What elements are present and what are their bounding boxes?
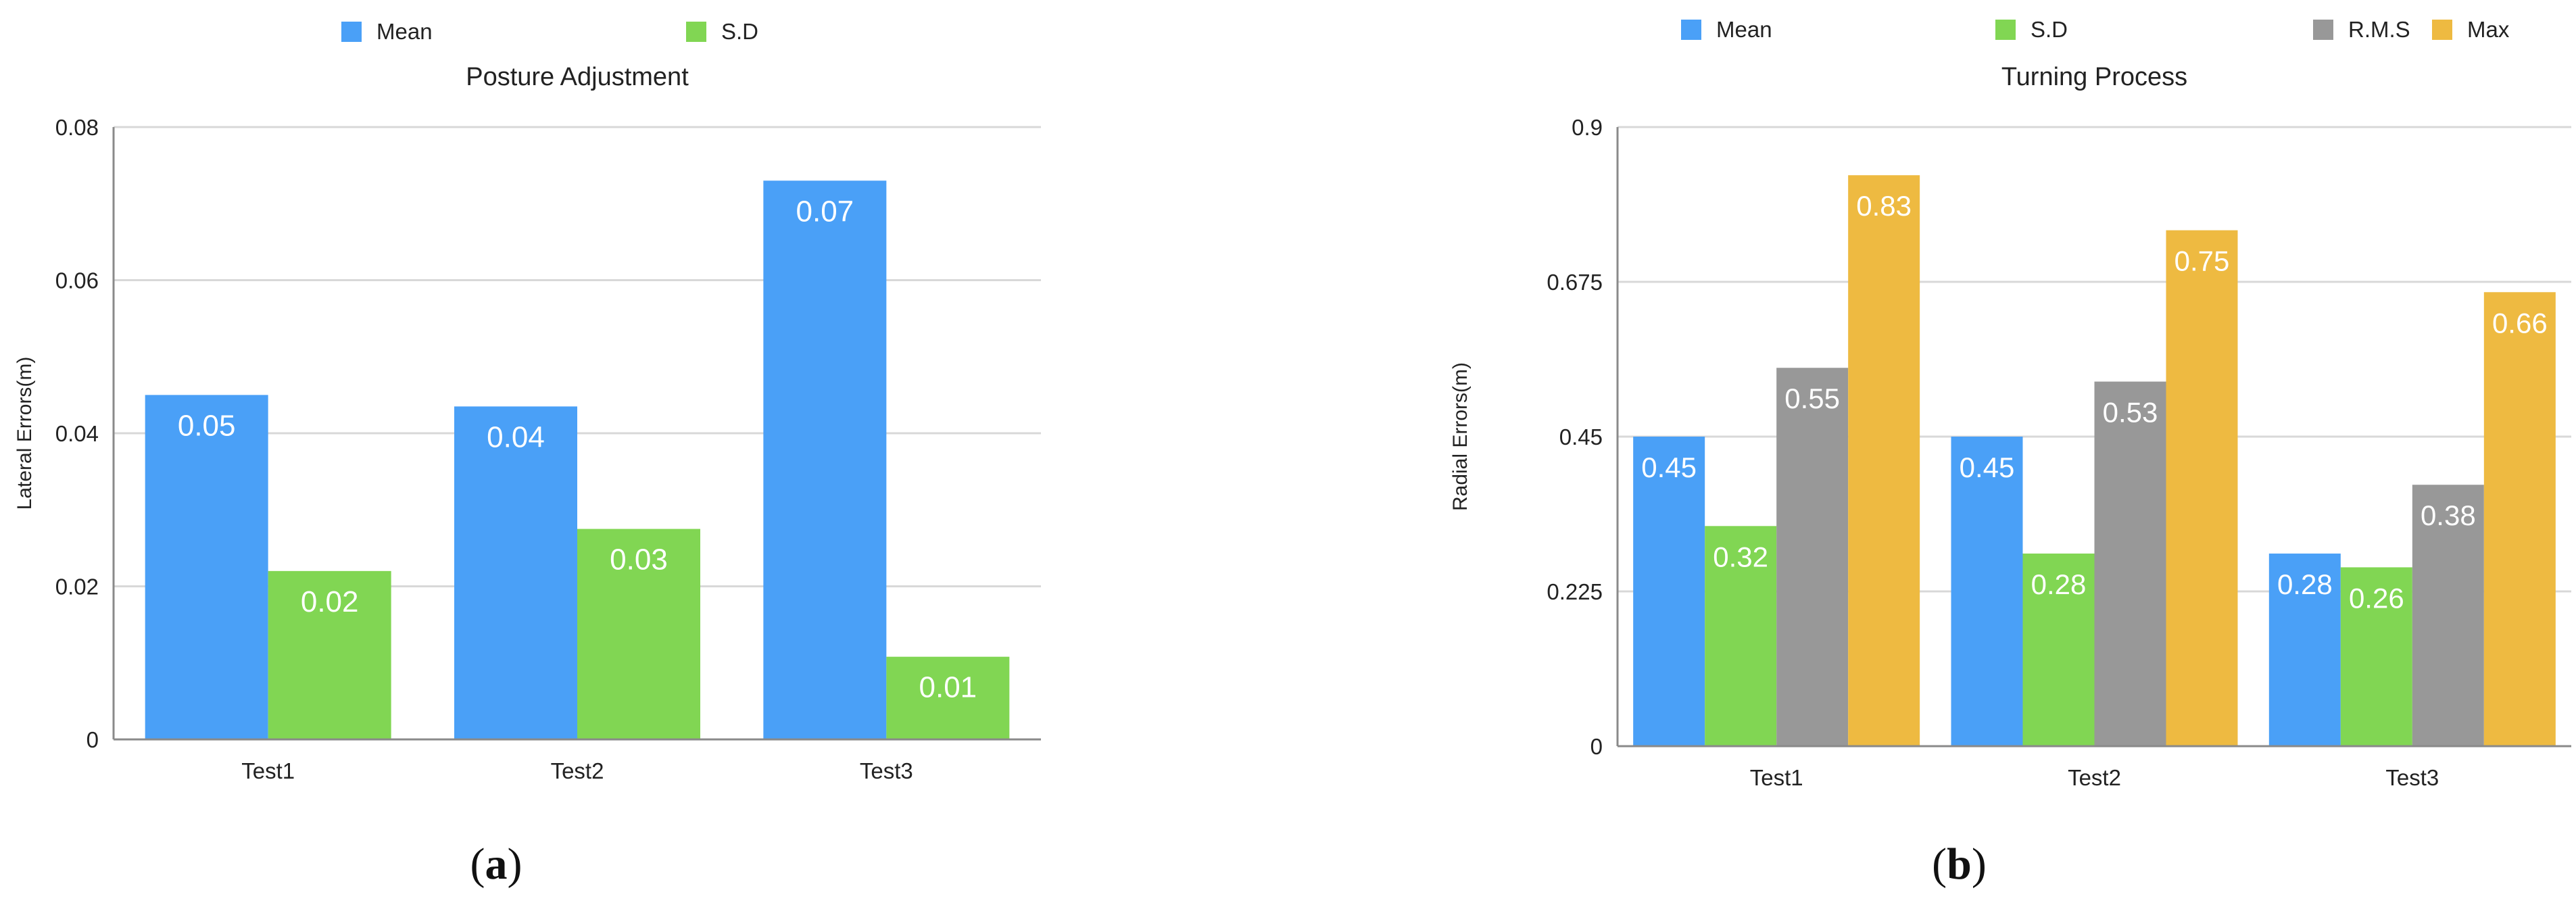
y-tick-label: 0 bbox=[87, 727, 99, 752]
chart-title: Posture Adjustment bbox=[466, 63, 689, 91]
bar-mean-test2 bbox=[1951, 437, 2023, 746]
y-tick-label: 0.04 bbox=[55, 421, 99, 446]
bar-sd-test1 bbox=[268, 570, 391, 739]
bar-value-label: 0.55 bbox=[1784, 383, 1840, 414]
bar-mean-test3 bbox=[2268, 554, 2341, 746]
bar-value-label: 0.75 bbox=[2174, 245, 2230, 277]
y-tick-label: 0.225 bbox=[1547, 579, 1603, 604]
bar-value-label: 0.28 bbox=[2277, 568, 2333, 600]
axes bbox=[1616, 127, 2571, 748]
panel-label: (a) bbox=[470, 839, 523, 889]
bar-rms-test1 bbox=[1776, 368, 1849, 746]
bar-value-label: 0.03 bbox=[610, 543, 668, 577]
bar-value-label: 0.26 bbox=[2349, 582, 2404, 614]
legend-swatch-sd bbox=[686, 22, 706, 42]
bar-value-label: 0.45 bbox=[1960, 451, 2015, 483]
y-tick-labels: 0 0.225 0.45 0.675 0.9 bbox=[1547, 115, 1603, 759]
x-tick-label: Test3 bbox=[2385, 765, 2439, 790]
legend-swatch-mean bbox=[341, 22, 362, 42]
axes bbox=[112, 127, 1041, 741]
x-tick-label: Test2 bbox=[2068, 765, 2121, 790]
bar-mean-test3 bbox=[763, 180, 887, 739]
y-tick-label: 0 bbox=[1590, 734, 1603, 759]
bar-max-test3 bbox=[2483, 292, 2556, 746]
bar-value-label: 0.45 bbox=[1641, 451, 1697, 483]
legend: Mean S.D bbox=[341, 19, 758, 44]
y-tick-label: 0.675 bbox=[1547, 270, 1603, 295]
bar-value-label: 0.38 bbox=[2421, 499, 2476, 531]
bar-value-label: 0.07 bbox=[796, 195, 854, 228]
legend-label: Mean bbox=[1716, 17, 1772, 42]
legend-swatch-rms bbox=[2313, 20, 2333, 40]
legend-swatch-max bbox=[2432, 20, 2452, 40]
bar-value-label: 0.02 bbox=[301, 585, 359, 618]
bar-mean-test1 bbox=[145, 395, 268, 739]
bar-value-label: 0.53 bbox=[2103, 397, 2158, 429]
y-tick-labels: 0 0.02 0.04 0.06 0.08 bbox=[55, 115, 99, 752]
bar-value-label: 0.83 bbox=[1856, 190, 1912, 222]
bar-value-label: 0.28 bbox=[2031, 568, 2087, 600]
bar-rms-test3 bbox=[2412, 485, 2484, 746]
y-tick-label: 0.45 bbox=[1559, 424, 1603, 449]
legend-swatch-sd bbox=[1995, 20, 2016, 40]
bar-sd-test2 bbox=[577, 529, 700, 739]
chart-panel-a: Mean S.D Posture Adjustment 0.050.020.040… bbox=[14, 19, 1041, 889]
bar-value-label: 0.66 bbox=[2492, 307, 2548, 339]
x-tick-labels: Test1 Test2 Test3 bbox=[1750, 765, 2439, 790]
bar-sd-test3 bbox=[2340, 567, 2412, 746]
legend-label: S.D bbox=[2031, 17, 2068, 42]
bar-mean-test1 bbox=[1633, 437, 1705, 746]
bar-max-test2 bbox=[2166, 230, 2238, 747]
x-tick-label: Test1 bbox=[241, 758, 295, 783]
chart-panel-b: Mean S.D R.M.S Max Turning Process 0.45 0.32… bbox=[1449, 17, 2571, 889]
y-tick-label: 0.08 bbox=[55, 115, 99, 140]
x-tick-labels: Test1 Test2 Test3 bbox=[241, 758, 913, 783]
chart-title: Turning Process bbox=[2001, 63, 2187, 91]
y-tick-label: 0.06 bbox=[55, 268, 99, 293]
x-tick-label: Test3 bbox=[860, 758, 913, 783]
legend-label: R.M.S bbox=[2348, 17, 2410, 42]
bar-max-test1 bbox=[1848, 175, 1920, 746]
bar-sd-test3 bbox=[886, 656, 1010, 739]
bars: 0.05 0.02 0.04 0.03 0.07 0.01 bbox=[145, 180, 1010, 739]
legend-label: Max bbox=[2467, 17, 2510, 42]
bar-sd-test1 bbox=[1705, 526, 1777, 746]
y-axis-label: Lateral Errors(m) bbox=[14, 357, 36, 510]
y-tick-label: 0.02 bbox=[55, 574, 99, 600]
y-axis-label: Radial Errors(m) bbox=[1449, 362, 1472, 511]
y-tick-label: 0.9 bbox=[1572, 115, 1603, 140]
bar-rms-test2 bbox=[2094, 381, 2166, 746]
bars: 0.45 0.32 0.55 0.83 0.45 0.28 0.53 0.75 0.28 0.26… bbox=[1633, 175, 2556, 747]
bar-sd-test2 bbox=[2022, 554, 2095, 746]
legend-label: S.D bbox=[721, 19, 758, 44]
legend-swatch-mean bbox=[1681, 20, 1701, 40]
legend-label: Mean bbox=[376, 19, 433, 44]
bar-value-label: 0.01 bbox=[919, 671, 977, 704]
legend: Mean S.D R.M.S Max bbox=[1681, 17, 2510, 42]
x-tick-label: Test2 bbox=[551, 758, 604, 783]
bar-mean-test2 bbox=[454, 406, 577, 739]
bar-value-label: 0.32 bbox=[1713, 541, 1768, 572]
bar-value-label: 0.04 bbox=[487, 420, 545, 454]
x-tick-label: Test1 bbox=[1750, 765, 1803, 790]
panel-label: (b) bbox=[1932, 839, 1987, 889]
bar-value-label: 0.05 bbox=[178, 409, 236, 442]
